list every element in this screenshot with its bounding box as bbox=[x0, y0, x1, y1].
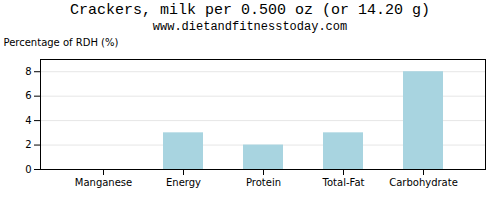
html-text:Crackers, milk per 0.500 oz (o: Crackers, milk per 0.500 oz (or 14.20 g) bbox=[70, 2, 430, 19]
html-text:www.dietandfitnesstoday.com: www.dietandfitnesstoday.com bbox=[152, 20, 348, 34]
svg-text:2: 2 bbox=[25, 139, 31, 150]
svg-text:0: 0 bbox=[25, 164, 31, 175]
svg-text:Percentage of RDH (%): Percentage of RDH (%) bbox=[4, 37, 119, 48]
svg-text:4: 4 bbox=[25, 115, 31, 126]
svg-text:Protein: Protein bbox=[246, 177, 281, 188]
svg-text:6: 6 bbox=[25, 90, 31, 101]
svg-text:Carbohydrate: Carbohydrate bbox=[389, 177, 458, 188]
svg-text:8: 8 bbox=[25, 66, 31, 77]
svg-text:Total-Fat: Total-Fat bbox=[322, 177, 365, 188]
svg-text:Manganese: Manganese bbox=[75, 177, 132, 188]
svg-text:Energy: Energy bbox=[166, 177, 201, 188]
